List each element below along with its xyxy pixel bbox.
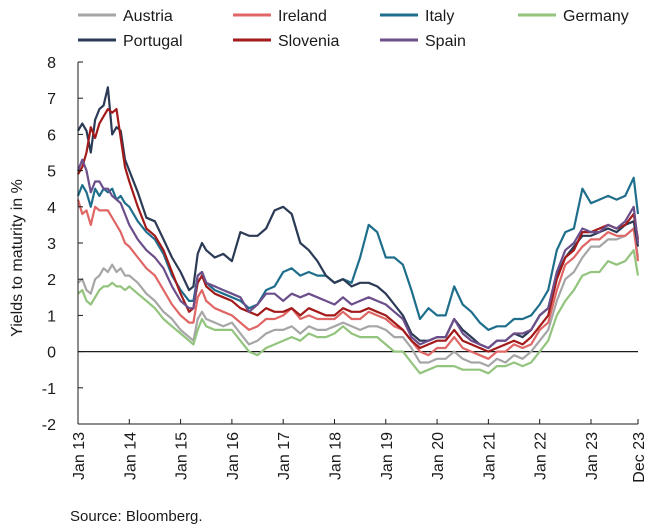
x-tick-label: Jan 20 [430,432,447,480]
series-line-austria [77,227,640,368]
plot-area [76,86,640,375]
series-line-germany [77,249,640,375]
x-tick-label: Jan 22 [533,432,550,480]
chart-legend: Austria Ireland Italy Germany Portugal Sloven… [78,8,629,50]
legend-label-spain: Spain [425,33,466,50]
x-tick-label: Jan 21 [481,432,498,480]
y-tick-label: 4 [47,200,56,217]
y-tick-label: 1 [47,308,56,325]
y-tick-label: 0 [47,345,56,362]
y-tick-label: -2 [42,417,56,434]
series-line-slovenia [77,108,640,353]
legend-label-italy: Italy [425,8,454,25]
x-tick-label: Jan 16 [225,432,242,480]
x-tick-label: Jan 19 [379,432,396,480]
y-axis-label: Yields to maturity in % [9,179,26,337]
series-line-spain [76,158,640,350]
legend-label-germany: Germany [563,8,629,25]
x-tick-label: Jan 15 [174,432,191,480]
x-tick-label: Jan 17 [276,432,293,480]
y-tick-label: 5 [47,164,56,181]
x-tick-label: Dec 23 [631,432,648,483]
x-tick-label: Jan 23 [584,432,601,480]
source-note: Source: Bloomberg. [70,508,203,525]
x-tick-label: Jan 13 [71,432,88,480]
y-tick-label: -1 [42,381,56,398]
x-tick-label: Jan 18 [327,432,344,480]
y-tick-label: 8 [47,55,56,72]
y-axis: -2 -1 0 1 2 3 4 5 6 7 8 [42,55,83,434]
y-tick-label: 2 [47,272,56,289]
y-tick-label: 6 [47,127,56,144]
legend-label-ireland: Ireland [278,8,327,25]
legend-label-austria: Austria [123,8,173,25]
x-axis: Jan 13 Jan 14 Jan 15 Jan 16 Jan 17 Jan 18 Jan … [71,419,648,483]
series-line-ireland [76,199,640,360]
x-tick-label: Jan 14 [122,432,139,480]
y-tick-label: 3 [47,236,56,253]
y-tick-label: 7 [47,91,56,108]
legend-label-slovenia: Slovenia [278,33,339,50]
legend-label-portugal: Portugal [123,33,183,50]
